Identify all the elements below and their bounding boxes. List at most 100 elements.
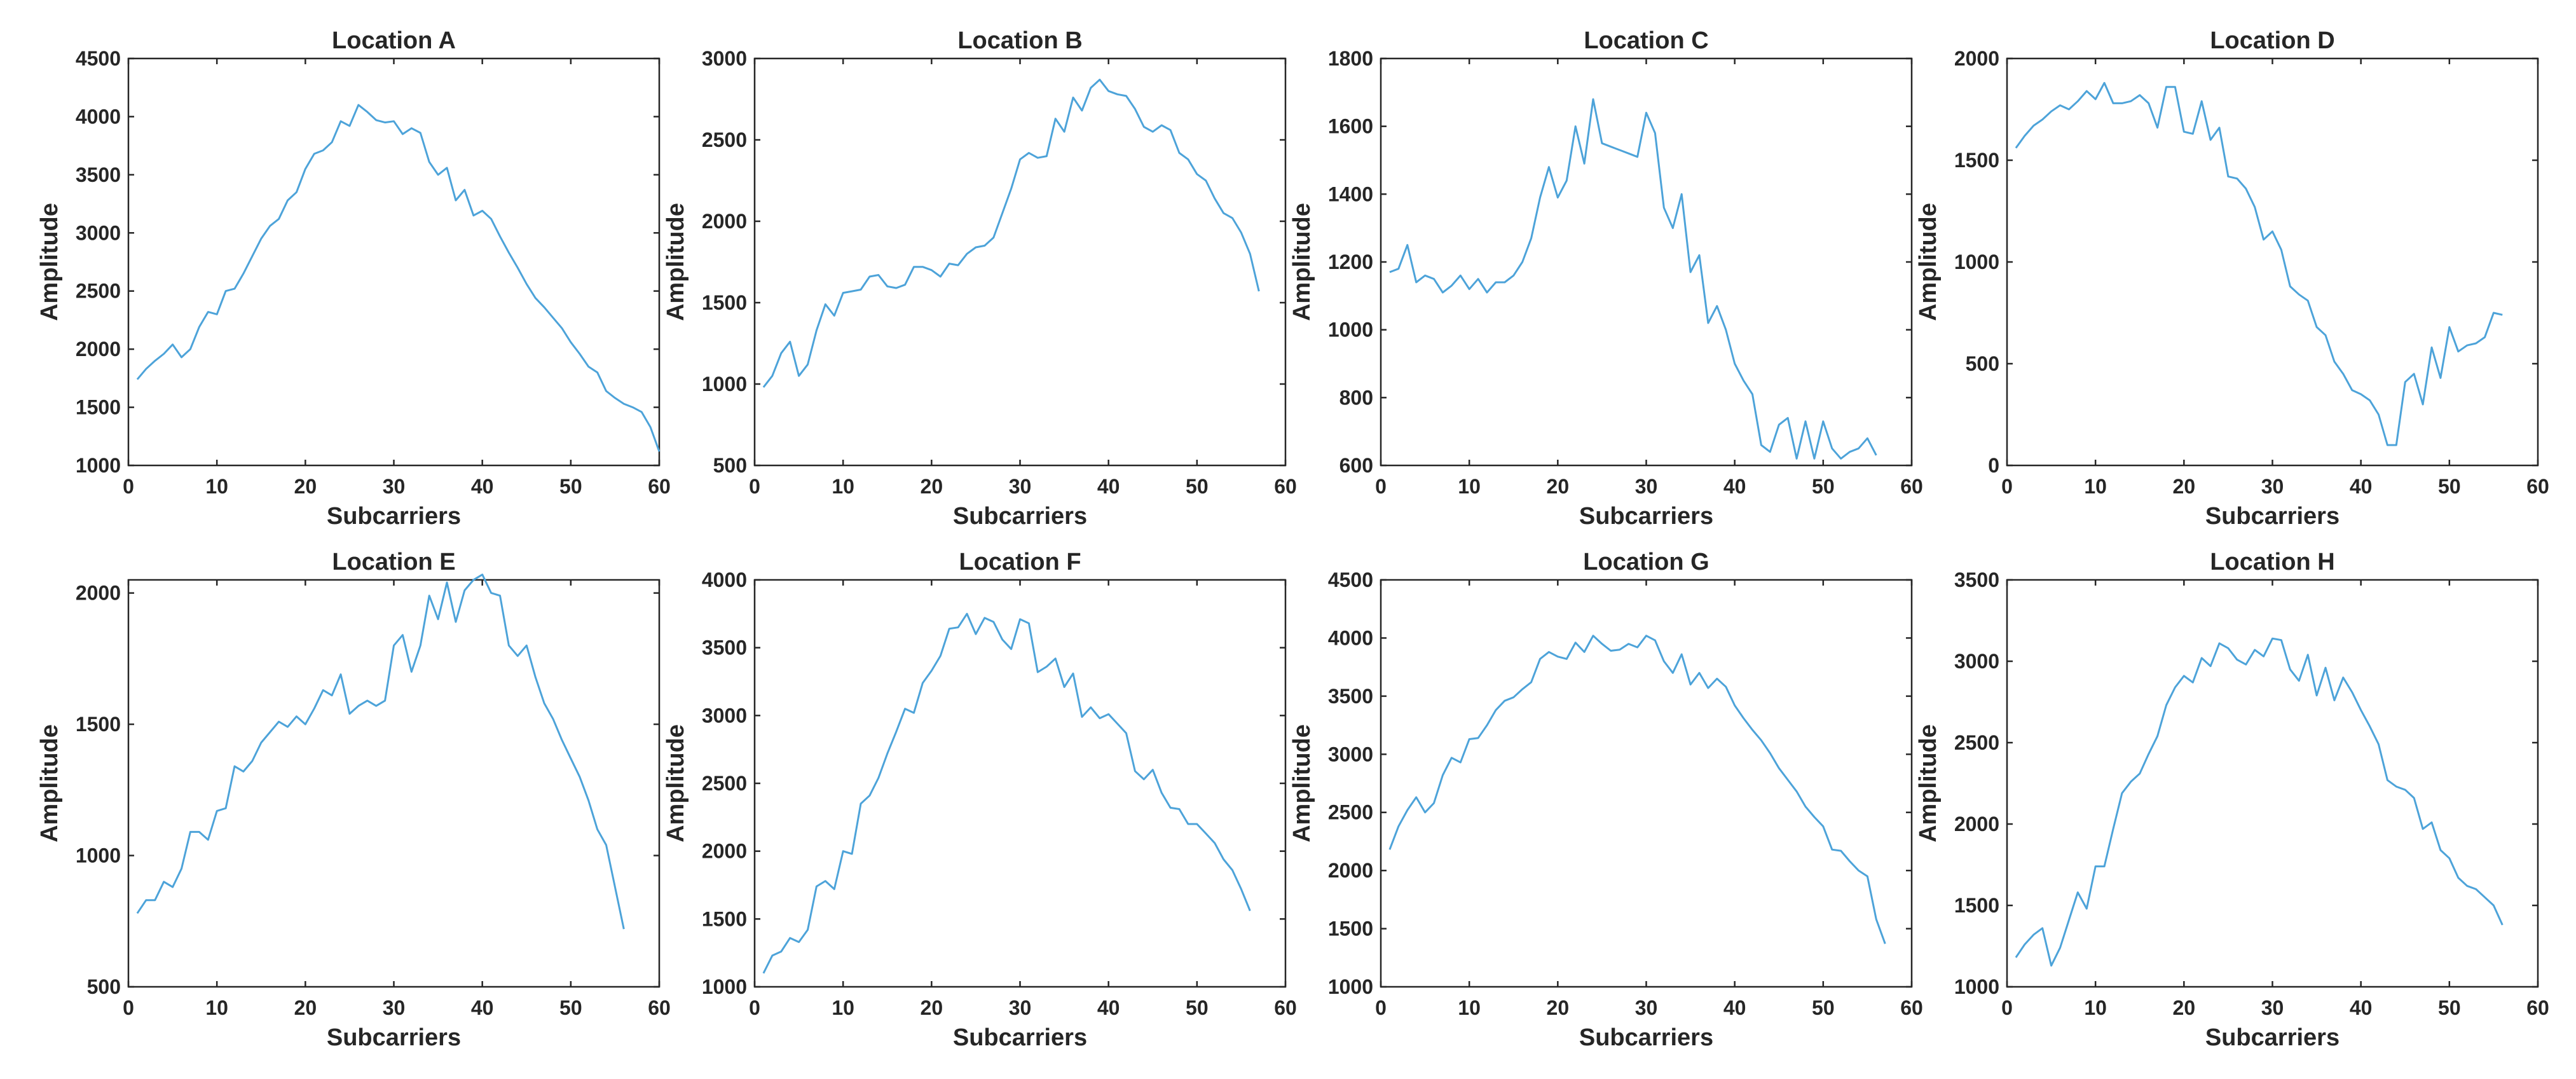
y-tick-label: 2000 bbox=[1328, 859, 1373, 882]
x-tick-label: 30 bbox=[383, 475, 406, 498]
y-tick-label: 800 bbox=[1339, 386, 1373, 409]
x-tick-label: 20 bbox=[921, 475, 943, 498]
y-tick-label: 1800 bbox=[1328, 47, 1373, 70]
x-tick-label: 30 bbox=[1009, 996, 1032, 1019]
y-tick-label: 2500 bbox=[1328, 801, 1373, 824]
x-tick-label: 30 bbox=[2261, 996, 2284, 1019]
x-tick-label: 10 bbox=[2084, 996, 2107, 1019]
x-tick-label: 20 bbox=[1547, 996, 1570, 1019]
y-tick-label: 4000 bbox=[1328, 626, 1373, 649]
axes-box bbox=[127, 579, 661, 988]
chart-title: Location E bbox=[332, 549, 455, 575]
y-tick-label: 2000 bbox=[1954, 47, 1999, 70]
y-tick-label: 1000 bbox=[1954, 975, 1999, 998]
y-tick-label: 1000 bbox=[1328, 975, 1373, 998]
x-tick-label: 50 bbox=[1186, 475, 1209, 498]
x-tick-label: 0 bbox=[1375, 475, 1387, 498]
x-tick-label: 0 bbox=[123, 996, 134, 1019]
y-tick-label: 1000 bbox=[1954, 251, 1999, 273]
y-tick-label: 3500 bbox=[76, 163, 121, 186]
x-tick-label: 50 bbox=[559, 475, 582, 498]
x-axis-label: Subcarriers bbox=[327, 1024, 461, 1051]
subplot-f: Location F 0 10 20 30 40 50 60 1000 1500 2000 2500 3… bbox=[662, 549, 1297, 1051]
y-axis-label: Amplitude bbox=[1915, 203, 1942, 321]
subplot-e: Location E 0 10 20 30 40 50 60 500 1000 1500 2000 Su… bbox=[36, 549, 671, 1051]
subplot-g: Location G 0 10 20 30 40 50 60 1000 1500 2000 2500 3… bbox=[1289, 549, 1923, 1051]
x-tick-label: 20 bbox=[921, 996, 943, 1019]
axes-box bbox=[753, 57, 1287, 467]
subplot-c: Location C 0 10 20 30 40 50 60 600 800 1000 1200 140… bbox=[1289, 27, 1923, 530]
x-tick-label: 10 bbox=[832, 996, 854, 1019]
x-tick-label: 20 bbox=[2173, 996, 2196, 1019]
chart-title: Location A bbox=[332, 27, 456, 54]
y-tick-label: 600 bbox=[1339, 454, 1373, 477]
x-tick-label: 40 bbox=[1723, 475, 1746, 498]
x-tick-label: 20 bbox=[294, 475, 317, 498]
x-tick-label: 60 bbox=[648, 475, 671, 498]
x-tick-label: 60 bbox=[1900, 996, 1923, 1019]
series-line bbox=[1388, 635, 1886, 944]
y-axis-label: Amplitude bbox=[36, 724, 63, 842]
x-tick-label: 20 bbox=[294, 996, 317, 1019]
x-tick-label: 30 bbox=[1009, 475, 1032, 498]
y-tick-label: 2500 bbox=[702, 128, 747, 151]
x-tick-label: 60 bbox=[1900, 475, 1923, 498]
y-tick-label: 0 bbox=[1988, 454, 1999, 477]
y-tick-label: 4000 bbox=[76, 105, 121, 128]
x-tick-label: 50 bbox=[2438, 475, 2461, 498]
x-tick-label: 50 bbox=[559, 996, 582, 1019]
x-tick-label: 40 bbox=[471, 996, 494, 1019]
y-axis-label: Amplitude bbox=[662, 203, 689, 321]
series-line bbox=[762, 78, 1260, 388]
x-tick-label: 30 bbox=[1635, 996, 1658, 1019]
x-tick-label: 60 bbox=[648, 996, 671, 1019]
y-tick-label: 4500 bbox=[1328, 568, 1373, 591]
x-tick-label: 50 bbox=[1186, 996, 1209, 1019]
series-line bbox=[2015, 637, 2504, 967]
subplot-a: Location A 0 10 20 30 40 50 60 1000 1500 2000 2500 3… bbox=[36, 27, 671, 530]
x-tick-label: 10 bbox=[1458, 996, 1481, 1019]
x-axis-label: Subcarriers bbox=[953, 1024, 1087, 1051]
x-tick-label: 0 bbox=[2001, 996, 2013, 1019]
y-tick-label: 4000 bbox=[702, 568, 747, 591]
x-tick-label: 0 bbox=[2001, 475, 2013, 498]
x-tick-label: 30 bbox=[383, 996, 406, 1019]
chart-title: Location H bbox=[2210, 549, 2334, 575]
y-tick-label: 2000 bbox=[76, 338, 121, 361]
y-tick-label: 1000 bbox=[702, 975, 747, 998]
y-tick-label: 500 bbox=[713, 454, 747, 477]
x-tick-label: 10 bbox=[832, 475, 854, 498]
series-line bbox=[136, 104, 661, 452]
y-tick-label: 500 bbox=[1966, 352, 1999, 375]
y-tick-label: 2000 bbox=[702, 840, 747, 863]
x-tick-label: 40 bbox=[2350, 475, 2373, 498]
y-tick-label: 1500 bbox=[702, 907, 747, 930]
series-line bbox=[762, 612, 1251, 974]
y-axis-label: Amplitude bbox=[1289, 203, 1315, 321]
chart-title: Location F bbox=[959, 549, 1081, 575]
y-tick-label: 1500 bbox=[1954, 894, 1999, 917]
axes-box bbox=[127, 57, 661, 467]
x-tick-label: 60 bbox=[2526, 996, 2549, 1019]
y-tick-label: 2500 bbox=[76, 280, 121, 303]
y-tick-label: 500 bbox=[87, 975, 121, 998]
y-tick-label: 2000 bbox=[702, 210, 747, 233]
y-tick-label: 3000 bbox=[76, 221, 121, 244]
x-tick-label: 30 bbox=[2261, 475, 2284, 498]
x-tick-label: 40 bbox=[471, 475, 494, 498]
x-tick-label: 10 bbox=[205, 996, 228, 1019]
y-axis-label: Amplitude bbox=[662, 724, 689, 842]
x-tick-label: 0 bbox=[123, 475, 134, 498]
x-axis-label: Subcarriers bbox=[327, 503, 461, 530]
chart-title: Location B bbox=[957, 27, 1082, 54]
x-tick-label: 60 bbox=[2526, 475, 2549, 498]
y-tick-label: 3500 bbox=[1328, 685, 1373, 708]
y-tick-label: 1500 bbox=[1328, 917, 1373, 940]
x-tick-label: 10 bbox=[1458, 475, 1481, 498]
y-tick-label: 3500 bbox=[702, 636, 747, 659]
x-tick-label: 10 bbox=[2084, 475, 2107, 498]
y-tick-label: 1500 bbox=[76, 713, 121, 736]
x-axis-label: Subcarriers bbox=[1579, 503, 1713, 530]
x-tick-label: 0 bbox=[1375, 996, 1387, 1019]
